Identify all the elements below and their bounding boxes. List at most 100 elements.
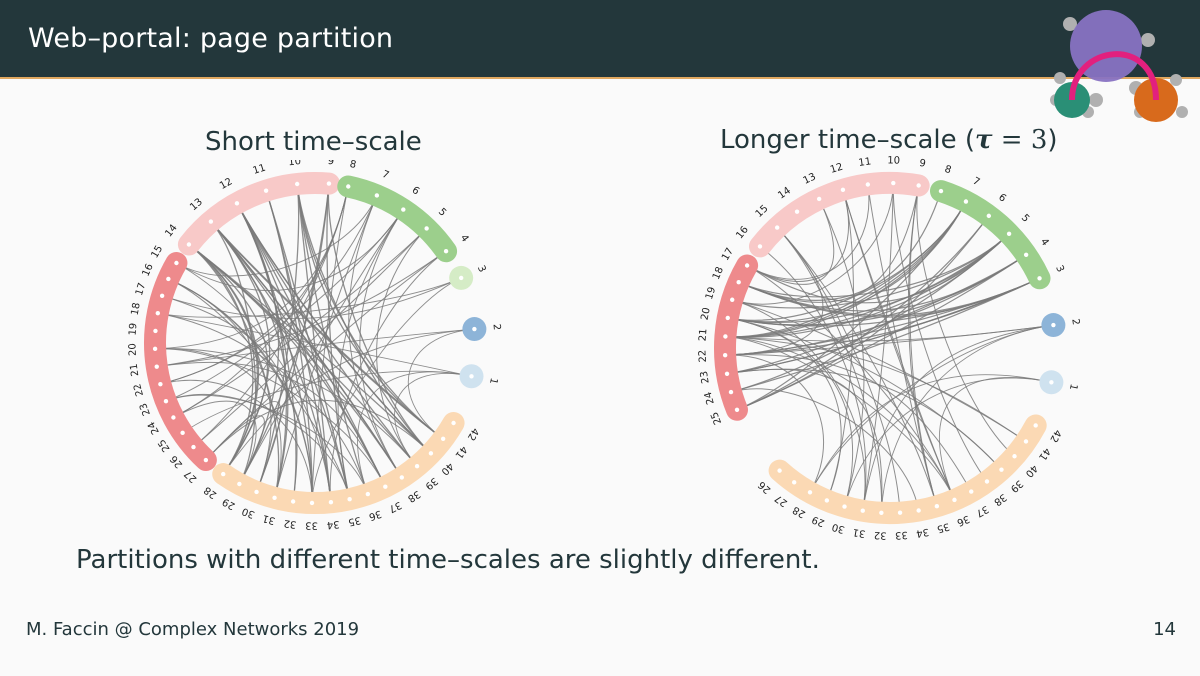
node-dot — [237, 481, 242, 487]
edge — [727, 201, 967, 321]
node-dot — [414, 464, 420, 469]
node-dot — [152, 346, 158, 352]
node-dot — [807, 490, 813, 495]
edge — [236, 203, 386, 488]
edge — [776, 227, 901, 513]
edge — [746, 184, 870, 280]
node-label: 42 — [1047, 428, 1063, 444]
node-label: 32 — [874, 529, 887, 540]
right-title-suffix: ) — [1047, 125, 1058, 155]
edge — [327, 183, 432, 454]
node-dot — [728, 389, 734, 395]
node-dot — [347, 497, 352, 502]
node-label: 35 — [347, 514, 362, 527]
node-dot — [842, 504, 847, 509]
edge — [165, 394, 369, 495]
edge — [205, 399, 432, 461]
node-dot — [451, 420, 456, 426]
node-label: 8 — [349, 160, 358, 171]
node-label: 28 — [202, 484, 219, 500]
edge — [160, 379, 313, 503]
node-dot — [1006, 231, 1012, 236]
node-dot — [969, 489, 974, 494]
node-dot — [916, 508, 921, 513]
left-panel-title: Short time–scale — [205, 127, 422, 157]
right-panel-title: Longer time–scale (τ = 3) — [720, 124, 1058, 156]
node-dot — [383, 484, 388, 489]
edge — [407, 328, 475, 440]
edge — [311, 186, 349, 503]
edge — [236, 203, 418, 467]
node-dot — [158, 381, 163, 387]
edge — [173, 400, 257, 485]
node-dot — [865, 182, 871, 187]
edge — [844, 377, 1052, 507]
edge — [348, 195, 403, 478]
node-label: 1 — [487, 377, 499, 386]
node-dot — [159, 293, 165, 298]
edge — [732, 183, 894, 305]
edge — [182, 370, 472, 434]
group-band — [929, 180, 1051, 290]
node-label: 38 — [405, 488, 422, 504]
node-dot — [155, 310, 161, 316]
node-label: 30 — [831, 521, 846, 535]
node-label: 11 — [858, 156, 872, 169]
edge — [193, 228, 428, 448]
node-label: 31 — [852, 526, 866, 539]
footer-author: M. Faccin @ Complex Networks 2019 — [26, 619, 360, 640]
node-label: 42 — [465, 426, 481, 443]
node-label: 19 — [704, 286, 718, 301]
edge — [156, 361, 386, 487]
edge — [160, 195, 378, 385]
edge — [359, 209, 404, 478]
node-dot — [1023, 439, 1029, 444]
node-label: 34 — [915, 526, 929, 539]
edge — [842, 189, 955, 501]
node-label: 36 — [955, 513, 971, 528]
node-label: 21 — [129, 363, 142, 377]
node-label: 21 — [698, 328, 710, 341]
node-label: 14 — [163, 223, 180, 240]
node-label: 29 — [810, 513, 826, 528]
edge — [818, 198, 865, 507]
node-label: 20 — [700, 307, 713, 322]
edge — [727, 254, 1027, 326]
node-label: 37 — [974, 503, 991, 519]
node-label: 40 — [1023, 462, 1040, 479]
group-band — [177, 172, 340, 256]
node-label: 2 — [491, 323, 503, 330]
page-number: 14 — [1153, 619, 1176, 640]
edge — [161, 277, 462, 319]
node-label: 17 — [134, 282, 148, 297]
node-dot — [722, 352, 728, 358]
node-label: 9 — [327, 160, 334, 167]
edge — [726, 254, 1027, 375]
node-label: 4 — [1038, 237, 1051, 248]
edge — [205, 250, 447, 461]
node-dot — [472, 326, 477, 332]
node-dot — [1051, 322, 1056, 328]
node-label: 11 — [252, 163, 267, 177]
node-dot — [725, 315, 730, 321]
node-label: 27 — [773, 492, 790, 508]
node-dot — [374, 193, 380, 198]
node-dot — [440, 436, 446, 442]
edge — [862, 183, 894, 511]
edge — [157, 277, 462, 318]
node-label: 29 — [221, 496, 237, 512]
edge — [736, 215, 990, 411]
node-label: 16 — [734, 224, 751, 241]
node-dot — [1023, 252, 1029, 257]
edge — [296, 183, 332, 503]
node-dot — [263, 188, 269, 193]
edge — [161, 295, 298, 502]
edges-layer — [725, 183, 1054, 513]
edge — [311, 277, 462, 503]
edge — [738, 185, 920, 303]
group-band — [144, 252, 217, 472]
edge — [725, 201, 967, 338]
node-dot — [203, 457, 209, 463]
node-label: 22 — [132, 382, 146, 397]
node-label: 10 — [288, 160, 302, 168]
